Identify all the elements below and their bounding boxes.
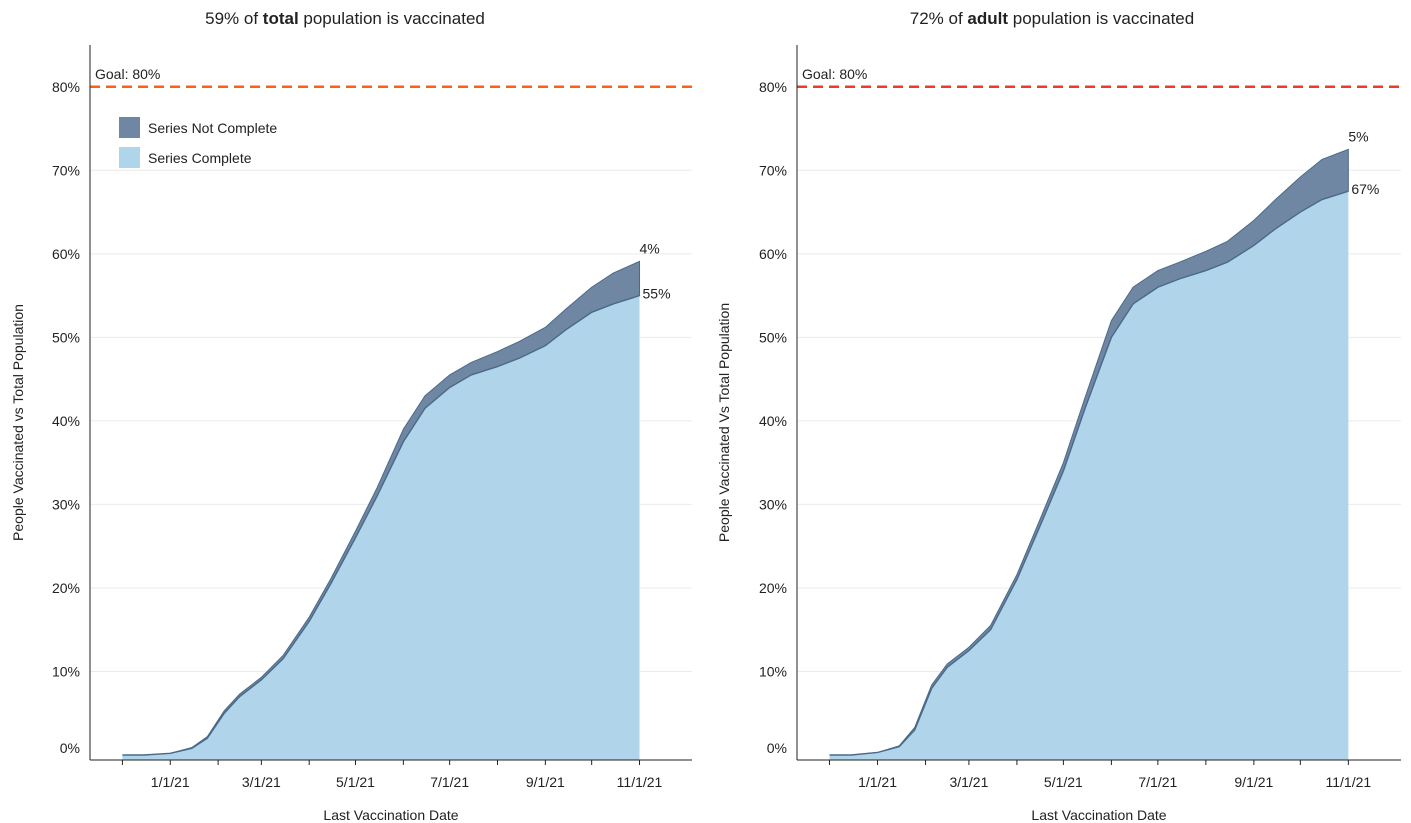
x-tick-label: 3/1/21 bbox=[949, 774, 988, 790]
y-tick-label: 40% bbox=[759, 413, 787, 429]
x-tick-label: 7/1/21 bbox=[1138, 774, 1177, 790]
x-tick-label: 3/1/21 bbox=[242, 774, 281, 790]
chart-title-part: 59% of bbox=[205, 9, 263, 28]
end-label-not-complete: 4% bbox=[640, 240, 660, 256]
y-tick-label: 70% bbox=[52, 162, 80, 178]
chart-title-part: population is vaccinated bbox=[1008, 9, 1194, 28]
y-tick-label: 80% bbox=[759, 79, 787, 95]
y-tick-label: 10% bbox=[759, 663, 787, 679]
area-series-complete bbox=[829, 191, 1349, 761]
x-axis-title: Last Vaccination Date bbox=[323, 807, 458, 823]
x-tick-label: 9/1/21 bbox=[526, 774, 565, 790]
x-tick-label: 5/1/21 bbox=[1044, 774, 1083, 790]
chart-title-part: adult bbox=[967, 9, 1008, 28]
chart-total-population: 59% of total population is vaccinated 0% 1… bbox=[10, 9, 692, 823]
end-label-complete: 67% bbox=[1351, 181, 1379, 197]
y-tick-label: 30% bbox=[52, 496, 80, 512]
chart-title-part: total bbox=[263, 9, 299, 28]
line-series-complete bbox=[122, 294, 640, 756]
area-series-complete bbox=[122, 295, 640, 760]
y-tick-label: 40% bbox=[52, 413, 80, 429]
y-tick-label: 70% bbox=[759, 162, 787, 178]
y-axis-title: People Vaccinated vs Total Population bbox=[10, 304, 26, 541]
y-tick-label: 50% bbox=[759, 329, 787, 345]
x-axis-title: Last Vaccination Date bbox=[1031, 807, 1166, 823]
line-series-complete bbox=[829, 190, 1349, 756]
x-tick-label: 11/1/21 bbox=[617, 774, 663, 790]
legend-swatch-not-complete bbox=[119, 117, 140, 138]
legend-label: Series Complete bbox=[148, 150, 252, 166]
chart-title: 59% of total population is vaccinated bbox=[205, 9, 485, 28]
x-tick-label: 7/1/21 bbox=[430, 774, 469, 790]
y-tick-label: 0% bbox=[767, 740, 787, 756]
legend-label: Series Not Complete bbox=[148, 120, 277, 136]
x-tick-label: 1/1/21 bbox=[151, 774, 190, 790]
y-tick-label: 50% bbox=[52, 329, 80, 345]
chart-title-part: 72% of bbox=[910, 9, 968, 28]
y-tick-label: 60% bbox=[759, 246, 787, 262]
y-axis-title: People Vaccinated Vs Total Population bbox=[716, 303, 732, 542]
y-tick-label: 0% bbox=[60, 740, 80, 756]
end-label-not-complete: 5% bbox=[1348, 128, 1368, 144]
y-tick-label: 30% bbox=[759, 496, 787, 512]
y-tick-label: 80% bbox=[52, 79, 80, 95]
x-tick-label: 1/1/21 bbox=[858, 774, 897, 790]
legend-swatch-complete bbox=[119, 147, 140, 168]
y-tick-label: 60% bbox=[52, 246, 80, 262]
goal-label: Goal: 80% bbox=[95, 66, 160, 82]
x-tick-label: 11/1/21 bbox=[1326, 774, 1372, 790]
goal-label: Goal: 80% bbox=[802, 66, 867, 82]
end-label-complete: 55% bbox=[643, 286, 671, 302]
chart-adult-population: 72% of adult population is vaccinated 0% 1… bbox=[716, 9, 1401, 823]
y-tick-label: 10% bbox=[52, 663, 80, 679]
x-tick-label: 9/1/21 bbox=[1234, 774, 1273, 790]
y-tick-label: 20% bbox=[759, 580, 787, 596]
x-tick-label: 5/1/21 bbox=[336, 774, 375, 790]
chart-title: 72% of adult population is vaccinated bbox=[910, 9, 1194, 28]
legend: Series Not Complete Series Complete bbox=[119, 117, 277, 168]
y-tick-label: 20% bbox=[52, 580, 80, 596]
chart-title-part: population is vaccinated bbox=[299, 9, 485, 28]
